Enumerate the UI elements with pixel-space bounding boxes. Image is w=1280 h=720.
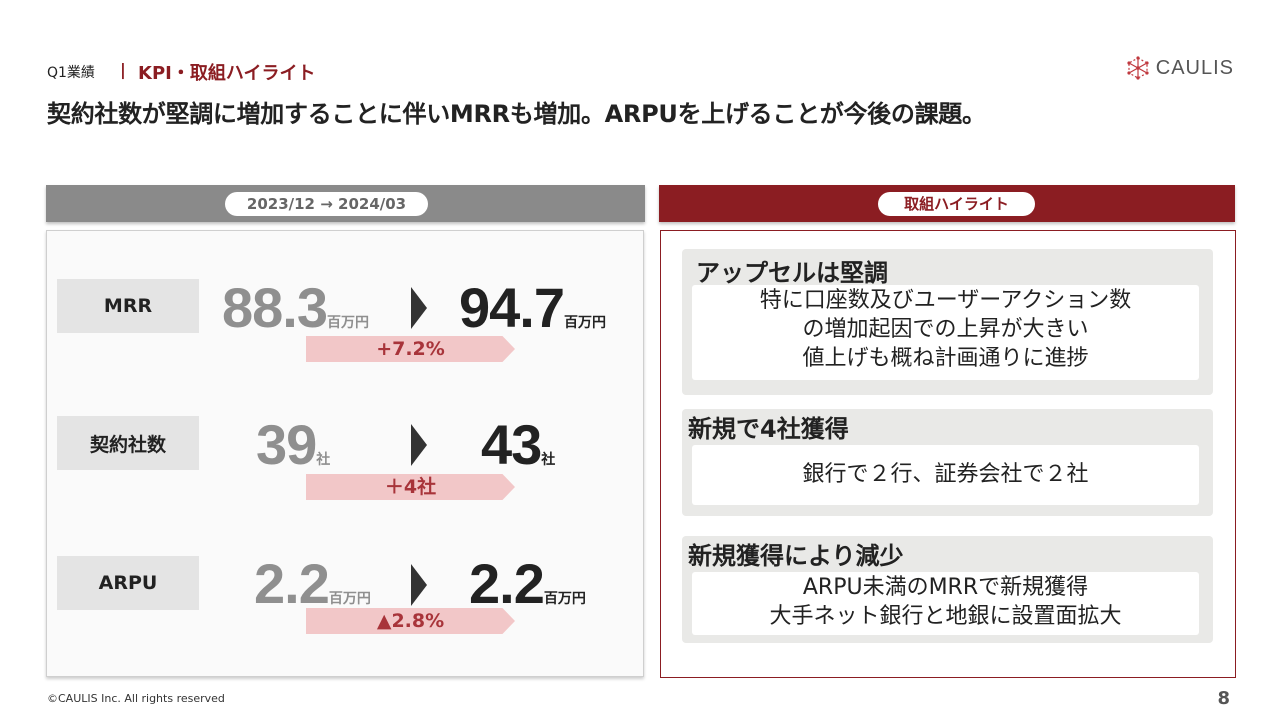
section-title: KPI・取組ハイライト	[138, 63, 316, 84]
period-header: 2023/12 → 2024/03	[46, 185, 645, 222]
arrow-right-icon	[411, 564, 427, 606]
kpi-contracts-before: 39社	[256, 412, 330, 477]
kpi-arpu-after: 2.2百万円	[469, 551, 586, 616]
highlight-body: ARPU未満のMRRで新規獲得 大手ネット銀行と地銀に設置面拡大	[692, 572, 1199, 635]
highlight-body: 銀行で２行、証券会社で２社	[692, 445, 1199, 505]
kpi-mrr-before: 88.3百万円	[222, 275, 369, 340]
highlight-body: 特に口座数及びユーザーアクション数 の増加起因での上昇が大きい 値上げも概ね計画…	[692, 285, 1199, 380]
kpi-contracts-after-value: 43	[481, 413, 542, 476]
kpi-mrr-after: 94.7百万円	[459, 275, 606, 340]
highlight-card-arpu-decrease: 新規獲得により減少 ARPU未満のMRRで新規獲得 大手ネット銀行と地銀に設置面…	[682, 536, 1213, 643]
kpi-contracts-after-unit: 社	[541, 452, 556, 468]
logo-text: CAULIS	[1155, 56, 1234, 79]
highlight-panel: アップセルは堅調 特に口座数及びユーザーアクション数 の増加起因での上昇が大きい…	[660, 230, 1236, 678]
highlight-line: 特に口座数及びユーザーアクション数	[759, 288, 1132, 313]
kpi-arpu-before-unit: 百万円	[328, 591, 371, 607]
kpi-panel: MRR 88.3百万円 94.7百万円 +7.2% 契約社数 39社 43社 ＋…	[46, 230, 644, 677]
kpi-contracts-before-value: 39	[256, 413, 317, 476]
kpi-label-contracts: 契約社数	[57, 416, 199, 470]
kpi-arpu-after-unit: 百万円	[543, 591, 586, 607]
highlight-line: ARPU未満のMRRで新規獲得	[802, 575, 1089, 600]
arrow-right-icon	[411, 424, 427, 466]
kpi-label-arpu: ARPU	[57, 556, 199, 610]
arrow-right-icon	[411, 287, 427, 329]
kpi-contracts-after: 43社	[481, 412, 555, 477]
highlight-line: の増加起因での上昇が大きい	[802, 317, 1089, 342]
page-number: 8	[1217, 688, 1230, 709]
section-separator: |	[120, 60, 126, 79]
kpi-arpu-before-value: 2.2	[254, 552, 330, 615]
kpi-mrr-after-value: 94.7	[459, 276, 565, 339]
highlight-line: 値上げも概ね計画通りに進捗	[802, 346, 1089, 371]
network-asterisk-icon	[1127, 56, 1149, 80]
highlight-line: 銀行で２行、証券会社で２社	[802, 462, 1089, 487]
highlight-card-upsell: アップセルは堅調 特に口座数及びユーザーアクション数 の増加起因での上昇が大きい…	[682, 249, 1213, 395]
page-headline: 契約社数が堅調に増加することに伴いMRRも増加。ARPUを上げることが今後の課題…	[47, 100, 986, 128]
kpi-mrr-before-unit: 百万円	[327, 315, 369, 331]
kpi-mrr-change: +7.2%	[306, 336, 515, 362]
kpi-arpu-before: 2.2百万円	[254, 551, 371, 616]
highlight-header: 取組ハイライト	[659, 185, 1235, 222]
kpi-arpu-after-value: 2.2	[469, 552, 545, 615]
highlight-title: アップセルは堅調	[696, 259, 888, 287]
kpi-mrr-after-unit: 百万円	[564, 315, 606, 331]
kpi-contracts-before-unit: 社	[316, 452, 331, 468]
section-label: Q1業績	[47, 65, 95, 81]
highlight-card-new-clients: 新規で4社獲得 銀行で２行、証券会社で２社	[682, 409, 1213, 516]
highlight-title: 新規獲得により減少	[688, 542, 904, 570]
highlight-line: 大手ネット銀行と地銀に設置面拡大	[769, 604, 1122, 629]
kpi-mrr-before-value: 88.3	[222, 276, 328, 339]
highlight-pill: 取組ハイライト	[878, 192, 1035, 216]
kpi-label-mrr: MRR	[57, 279, 199, 333]
highlight-title: 新規で4社獲得	[688, 415, 849, 443]
copyright: ©CAULIS Inc. All rights reserved	[47, 692, 225, 705]
kpi-arpu-change: ▲2.8%	[306, 608, 515, 634]
company-logo: CAULIS	[1126, 56, 1234, 80]
kpi-contracts-change: ＋4社	[306, 474, 515, 500]
period-pill: 2023/12 → 2024/03	[225, 192, 428, 216]
